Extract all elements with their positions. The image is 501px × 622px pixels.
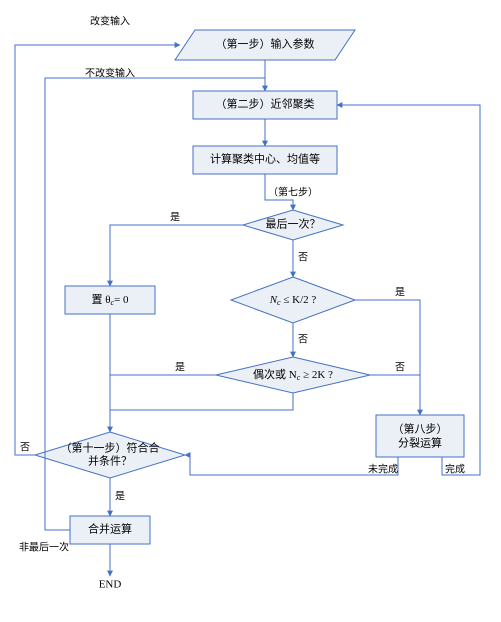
- step11-label-a: （第十一步）符合合: [61, 441, 160, 455]
- compute-label: 计算聚类中心、均值等: [210, 152, 320, 166]
- node-step2: （第二步）近邻聚类: [193, 91, 337, 119]
- nck2-label: Nc ≤ K/2 ?: [269, 294, 317, 307]
- node-step1: （第一步）输入参数: [175, 30, 355, 60]
- node-last-time: 最后一次？: [243, 210, 343, 240]
- node-compute: 计算聚类中心、均值等: [193, 146, 337, 174]
- no-change-input-label: 不改变输入: [85, 66, 135, 79]
- edge-step11-no-label: 否: [20, 441, 30, 453]
- node-set-theta: 置 θc= 0: [65, 286, 155, 314]
- edge-even-no-label: 否: [395, 361, 405, 373]
- edge-notlast-label: 非最后一次: [19, 540, 69, 553]
- edge-step8-notdone: [185, 455, 398, 475]
- step2-label: （第二步）近邻聚类: [216, 97, 315, 111]
- step7-label: （第七步）: [268, 185, 318, 198]
- step1-label: （第一步）输入参数: [216, 37, 315, 51]
- node-step11: （第十一步）符合合 并条件？: [35, 432, 185, 478]
- node-step8: （第八步） 分裂运算: [376, 415, 464, 457]
- edge-even-down: [110, 393, 293, 432]
- change-input-label: 改变输入: [90, 14, 130, 27]
- theta-label: 置 θc= 0: [91, 293, 129, 307]
- edge-step11-no: [15, 45, 180, 455]
- edge-even-yes-label: 是: [175, 361, 185, 373]
- edge-nck2-no-label: 否: [298, 333, 308, 345]
- node-merge: 合并运算: [70, 516, 150, 544]
- edge-last-yes: [110, 225, 243, 286]
- edge-last-no-label: 否: [298, 251, 308, 263]
- edge-nck2-yes: [355, 300, 420, 415]
- step8-label-a: （第八步）: [393, 422, 448, 436]
- edge-last-yes-label: 是: [170, 211, 180, 223]
- edge-done-label: 完成: [445, 462, 465, 475]
- last-label: 最后一次？: [266, 217, 321, 231]
- step11-label-b: 并条件？: [88, 454, 132, 468]
- node-nc-k2: Nc ≤ K/2 ?: [231, 277, 355, 323]
- end-label: END: [99, 579, 122, 591]
- edge-notdone-label: 未完成: [368, 462, 398, 475]
- edge-nck2-yes-label: 是: [395, 286, 405, 298]
- merge-label: 合并运算: [88, 522, 132, 536]
- node-even-or: 偶次或 Nc ≥ 2K ?: [216, 357, 370, 393]
- edge-step11-yes-label: 是: [115, 490, 125, 502]
- step8-label-b: 分裂运算: [398, 436, 442, 450]
- even-label: 偶次或 Nc ≥ 2K ?: [253, 367, 333, 382]
